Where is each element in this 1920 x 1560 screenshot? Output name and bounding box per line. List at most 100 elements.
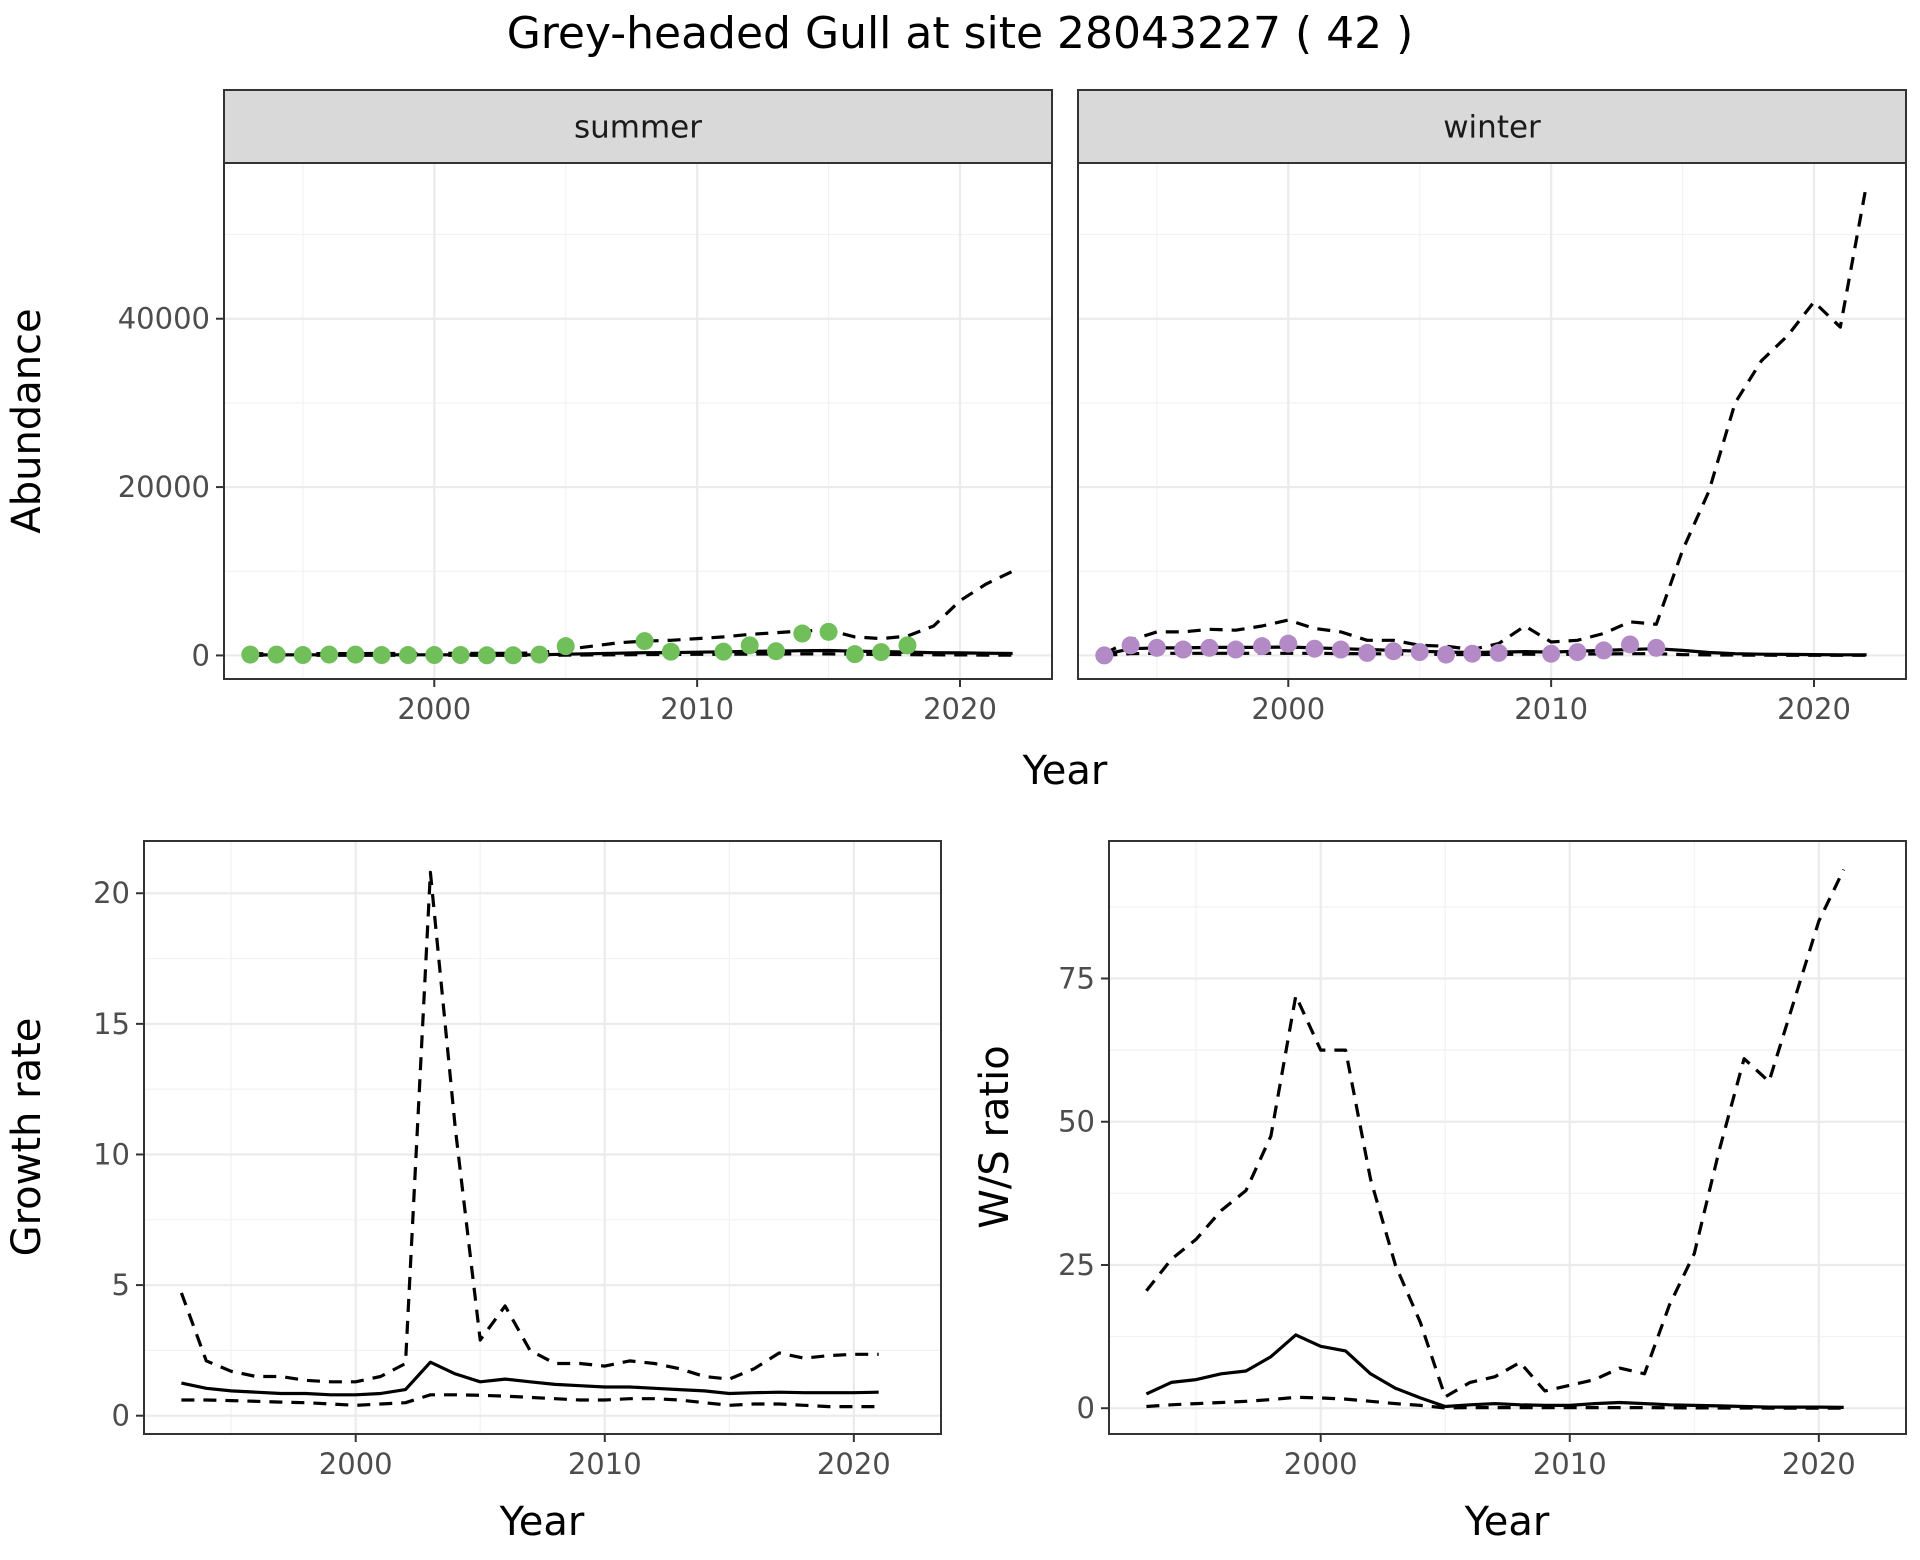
upper-dashed-line [250,569,1014,656]
observed-point-1996 [1174,640,1193,659]
facet-strip [223,89,1053,164]
panel-summer: summer 2000 2010 2020 0 20000 40000 [118,89,1053,726]
observed-point-2017 [872,643,891,662]
lower-dashed-line [1104,651,1867,657]
observed-point-2001 [1305,639,1324,658]
observed-point-2001 [451,646,470,665]
y-tick-label: 75 [1058,962,1095,996]
x-tick-label: 2000 [397,692,471,726]
x-tick-label: 2010 [1514,692,1588,726]
y-axis-title-growth: Growth rate [4,1018,50,1257]
observed-point-2014 [793,624,812,643]
x-tick-label: 2020 [923,692,997,726]
observed-point-2008 [635,632,654,651]
observed-point-2014 [1647,638,1666,657]
y-tick-label: 10 [93,1137,130,1171]
observed-point-2009 [661,642,680,661]
panel-border [143,840,942,1435]
observed-point-2018 [898,636,917,655]
panel-growth: 2000 2010 2020 0 5 10 15 20 [93,840,942,1481]
observed-point-1994 [1121,636,1140,655]
series-group [179,870,879,1409]
observed-point-1999 [1253,637,1271,656]
x-tick-label: 2000 [1251,692,1325,726]
x-tick-label: 2010 [568,1447,642,1481]
observed-point-2005 [556,637,575,656]
x-tick-label: 2020 [1777,692,1851,726]
observed-point-1995 [1147,638,1166,657]
observed-point-2002 [1331,640,1350,659]
y-tick-label: 0 [1077,1391,1095,1425]
observed-point-1997 [1200,638,1219,657]
series-group [1095,183,1869,665]
observed-point-2003 [1358,643,1377,662]
observed-point-2011 [1568,643,1587,662]
facet-label: summer [574,110,702,146]
facet-label: winter [1443,110,1541,146]
panel-background [144,841,941,1434]
observed-point-2010 [1542,644,1561,663]
observed-point-2007 [1463,644,1482,663]
x-axis-title-growth: Year [499,1499,585,1545]
x-axis-title-abundance: Year [1022,748,1108,794]
estimate-solid-line [1145,1333,1844,1409]
figure-title: Grey-headed Gull at site 28043227 ( 42 ) [507,8,1414,59]
observed-point-1998 [1226,640,1245,659]
x-tick-label: 2000 [319,1447,393,1481]
lower-dashed-line [250,652,1013,657]
panel-background [224,163,1052,679]
observed-point-1994 [267,645,286,664]
observed-point-1998 [372,646,391,665]
x-axis-title-ratio: Year [1464,1499,1550,1545]
panel-background [1078,163,1906,679]
estimate-solid-line [181,1360,879,1397]
panel-winter: winter 2000 2010 2020 [1077,89,1907,726]
observed-point-2004 [1384,642,1403,661]
observed-point-2000 [1279,634,1298,653]
facet-strip [1077,89,1907,164]
y-tick-label: 25 [1058,1248,1095,1282]
y-tick-label: 20000 [118,470,210,504]
observed-point-1993 [241,645,260,664]
x-tick-label: 2020 [817,1447,891,1481]
y-tick-label: 40000 [118,302,210,336]
observed-point-2003 [504,646,523,665]
upper-dashed-line [179,870,879,1384]
observed-point-2012 [740,636,759,655]
observed-point-2012 [1594,641,1613,660]
observed-point-2008 [1489,643,1508,662]
series-group [1145,868,1846,1410]
y-tick-label: 5 [112,1268,130,1302]
observed-point-1996 [320,645,339,664]
y-tick-label: 20 [93,876,130,910]
observed-point-2005 [1410,643,1429,662]
y-axis-title-ratio: W/S ratio [972,1045,1018,1228]
observed-point-2011 [714,642,733,661]
observed-point-1999 [399,646,417,665]
y-tick-label: 0 [192,638,210,672]
series-group [241,569,1014,665]
y-tick-label: 0 [112,1399,130,1433]
gridlines [144,841,941,1434]
y-tick-label: 15 [93,1007,130,1041]
upper-dashed-line [1145,868,1846,1399]
observed-point-2016 [845,645,864,664]
observed-point-1997 [346,645,365,664]
observed-point-2006 [1437,645,1455,664]
observed-point-2013 [767,642,785,661]
observed-point-2013 [1621,635,1639,654]
upper-dashed-line [1103,183,1869,656]
x-tick-label: 2010 [660,692,734,726]
observed-point-2015 [819,622,838,641]
y-axis-title-abundance: Abundance [4,308,50,533]
x-tick-label: 2010 [1533,1447,1607,1481]
x-tick-label: 2020 [1782,1447,1856,1481]
observed-point-1993 [1095,646,1114,665]
observed-point-2004 [530,645,549,664]
panel-border [1108,840,1907,1435]
observed-point-2002 [477,646,496,665]
y-tick-label: 50 [1058,1105,1095,1139]
x-tick-label: 2000 [1284,1447,1358,1481]
lower-dashed-line [181,1393,879,1409]
